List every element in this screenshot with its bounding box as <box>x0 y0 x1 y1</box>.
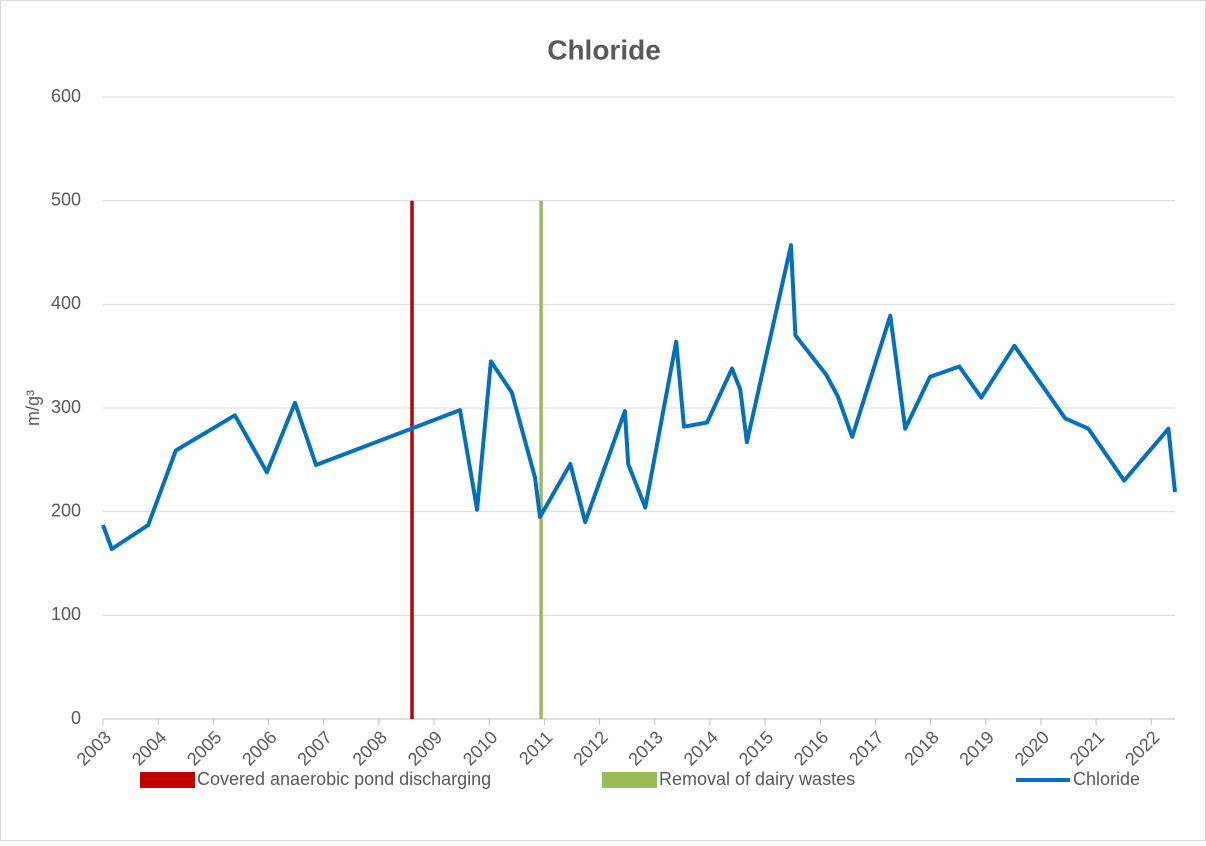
y-tick-label: 300 <box>51 397 81 417</box>
y-tick-label: 500 <box>51 189 81 209</box>
chart-title: Chloride <box>547 34 661 65</box>
legend-label: Covered anaerobic pond discharging <box>197 769 491 789</box>
legend-swatch <box>602 772 657 788</box>
legend-label: Chloride <box>1073 769 1140 789</box>
y-tick-label: 400 <box>51 293 81 313</box>
y-axis-label: m/g³ <box>23 390 43 426</box>
y-tick-label: 200 <box>51 500 81 520</box>
y-tick-label: 0 <box>71 708 81 728</box>
legend-swatch <box>140 772 195 788</box>
legend-label: Removal of dairy wastes <box>659 769 855 789</box>
y-tick-label: 100 <box>51 604 81 624</box>
y-tick-label: 600 <box>51 86 81 106</box>
data-line <box>101 243 1177 551</box>
